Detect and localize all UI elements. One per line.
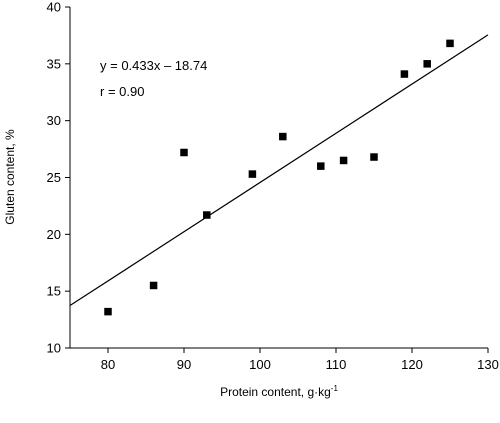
data-point [279, 132, 287, 141]
regression-equation: y = 0.433x – 18.74 [100, 58, 207, 73]
data-point [180, 148, 188, 157]
data-point [203, 211, 211, 219]
x-tick-label: 90 [177, 357, 191, 372]
x-tick-label: 120 [401, 357, 423, 372]
y-tick-label: 30 [47, 113, 61, 128]
x-axis-title-superscript: -1 [331, 384, 339, 393]
x-tick-label: 100 [249, 357, 271, 372]
x-tick-label: 130 [477, 357, 499, 372]
y-tick-label: 40 [47, 0, 61, 15]
x-tick-label: 80 [101, 357, 115, 372]
data-point [400, 70, 409, 78]
data-point [149, 281, 158, 290]
data-point [339, 156, 348, 165]
correlation-coefficient: r = 0.90 [100, 84, 144, 99]
data-point [317, 162, 325, 170]
y-axis-title: Gluten content, % [3, 129, 17, 225]
regression-line [69, 34, 489, 307]
data-point [104, 307, 112, 316]
y-tick-label: 25 [47, 170, 61, 185]
data-point [370, 153, 378, 161]
y-tick-label: 15 [47, 284, 61, 299]
x-axis-title-text: Protein content, g·kg [220, 385, 331, 399]
x-axis-title: Protein content, g·kg-1 [220, 384, 338, 399]
data-point [423, 60, 431, 68]
y-tick-label: 20 [47, 227, 61, 242]
y-tick-label: 35 [47, 56, 61, 71]
data-point [446, 39, 454, 48]
data-point [248, 170, 257, 178]
x-tick-label: 110 [326, 357, 347, 372]
y-tick-label: 10 [47, 341, 61, 356]
